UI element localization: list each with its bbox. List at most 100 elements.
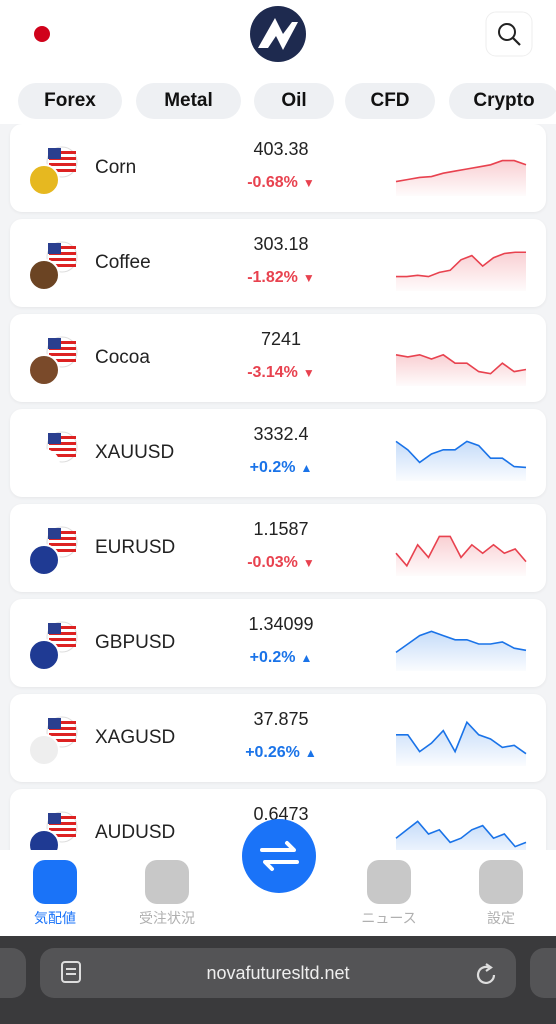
- category-tab[interactable]: CFD: [345, 83, 435, 119]
- sparkline: [395, 630, 527, 671]
- category-tab[interactable]: Forex: [18, 83, 122, 119]
- sparkline: [396, 251, 526, 291]
- category-tab[interactable]: Crypto: [449, 83, 556, 119]
- flag-stripe: [49, 258, 76, 261]
- sparkline: [395, 440, 527, 481]
- sparkline: [395, 535, 527, 576]
- spark-line: [396, 720, 527, 755]
- price: 1.1587: [253, 519, 309, 539]
- flag-jp[interactable]: [34, 26, 50, 42]
- trade-button[interactable]: [240, 817, 320, 897]
- search-button[interactable]: [485, 11, 533, 57]
- price: 1.34099: [248, 614, 314, 634]
- flag-canton: [48, 528, 61, 539]
- asset-name: Coffee: [95, 252, 151, 273]
- spark-line: [395, 820, 527, 848]
- quote-card[interactable]: Cocoa 7241 -3.14% ▼: [10, 314, 546, 402]
- change: -0.03%: [247, 554, 298, 571]
- asset-symbol: [28, 164, 60, 196]
- nav-icon[interactable]: [367, 860, 411, 904]
- spark-line: [395, 159, 527, 183]
- change-row: -1.82% ▼: [210, 269, 352, 287]
- reader-icon[interactable]: [60, 960, 84, 986]
- flag-canton: [48, 813, 61, 824]
- spark-area: [396, 631, 526, 671]
- flag-stripe: [49, 353, 76, 356]
- change-row: +0.2% ▲: [210, 649, 352, 667]
- flag-canton: [48, 148, 61, 159]
- asset-symbol: [28, 639, 60, 671]
- flag-canton: [48, 338, 61, 349]
- category-tab[interactable]: Oil: [254, 83, 334, 119]
- quote-card[interactable]: EURUSD 1.1587 -0.03% ▼: [10, 504, 546, 592]
- quote-card[interactable]: Coffee 303.18 -1.82% ▼: [10, 219, 546, 307]
- change: +0.2%: [249, 459, 296, 476]
- nav-label[interactable]: 受注状況: [139, 910, 195, 926]
- nav-icon[interactable]: [33, 860, 77, 904]
- change-arrow: ▼: [302, 556, 315, 570]
- asset-icon: [28, 336, 78, 386]
- flag-canton: [48, 433, 61, 444]
- asset-name: GBPUSD: [95, 632, 176, 653]
- asset-name: XAUUSD: [95, 442, 175, 463]
- change-arrow: ▼: [302, 176, 315, 190]
- header-icons: [34, 6, 533, 62]
- flag-canton: [48, 623, 61, 634]
- flag-stripe: [49, 739, 76, 742]
- asset-icon: [28, 146, 78, 196]
- quote-card[interactable]: XAUUSD 3332.4 +0.2% ▲: [10, 409, 546, 497]
- url-field[interactable]: novafuturesltd.net: [40, 948, 516, 998]
- flag-stripe: [49, 549, 76, 552]
- flag-stripe: [49, 252, 76, 255]
- nav-label[interactable]: 気配値: [34, 910, 76, 926]
- flag-stripe: [49, 442, 76, 445]
- search-icon: [512, 37, 521, 46]
- price: 3332.4: [253, 424, 309, 444]
- change-arrow: ▼: [302, 366, 315, 380]
- spark-line: [396, 251, 526, 278]
- spark-area: [396, 536, 526, 576]
- flag-stripe: [49, 632, 76, 635]
- quote-card[interactable]: XAGUSD 37.875 +0.26% ▲: [10, 694, 546, 782]
- nav-icon[interactable]: [479, 860, 523, 904]
- quote-card[interactable]: Corn 403.38 -0.68% ▼: [10, 124, 546, 212]
- flag-stripe: [49, 436, 76, 439]
- asset-icon: [28, 241, 78, 291]
- flag-stripe: [49, 822, 76, 825]
- change-row: +0.26% ▲: [210, 744, 352, 762]
- asset-name: XAGUSD: [95, 727, 176, 748]
- tab-next[interactable]: [530, 948, 556, 998]
- change-arrow: ▲: [300, 461, 313, 475]
- price: 403.38: [253, 139, 309, 159]
- flag-stripe: [49, 151, 76, 154]
- change-row: -0.68% ▼: [210, 174, 352, 192]
- change-arrow: ▼: [302, 271, 315, 285]
- asset-name: AUDUSD: [95, 822, 176, 843]
- flag-stripe: [49, 448, 76, 451]
- nav-icon[interactable]: [145, 860, 189, 904]
- change: -1.82%: [247, 269, 298, 286]
- reload-icon[interactable]: [474, 962, 500, 988]
- change-row: +0.2% ▲: [210, 459, 352, 477]
- quote-card[interactable]: GBPUSD 1.34099 +0.2% ▲: [10, 599, 546, 687]
- flag-stripe: [49, 537, 76, 540]
- sparkline: [395, 353, 527, 386]
- asset-symbol: [28, 449, 60, 481]
- change: -0.68%: [247, 174, 298, 191]
- flag-stripe: [49, 644, 76, 647]
- change-row: -0.03% ▼: [210, 554, 352, 572]
- flag-stripe: [49, 264, 76, 267]
- spark-area: [396, 354, 526, 386]
- nav-label[interactable]: 設定: [487, 910, 515, 926]
- tab-prev[interactable]: [0, 948, 26, 998]
- sparkline: [396, 720, 527, 766]
- flag-stripe: [49, 359, 76, 362]
- header: Forex Metal Oil CFD Crypto: [0, 0, 556, 124]
- change-row: -3.14% ▼: [210, 364, 352, 382]
- asset-name: Corn: [95, 157, 137, 178]
- nav-label[interactable]: ニュース: [361, 910, 417, 926]
- spark-line: [395, 630, 527, 654]
- flag-stripe: [49, 721, 76, 724]
- category-tab[interactable]: Metal: [136, 83, 241, 119]
- logo-mark: [258, 18, 298, 50]
